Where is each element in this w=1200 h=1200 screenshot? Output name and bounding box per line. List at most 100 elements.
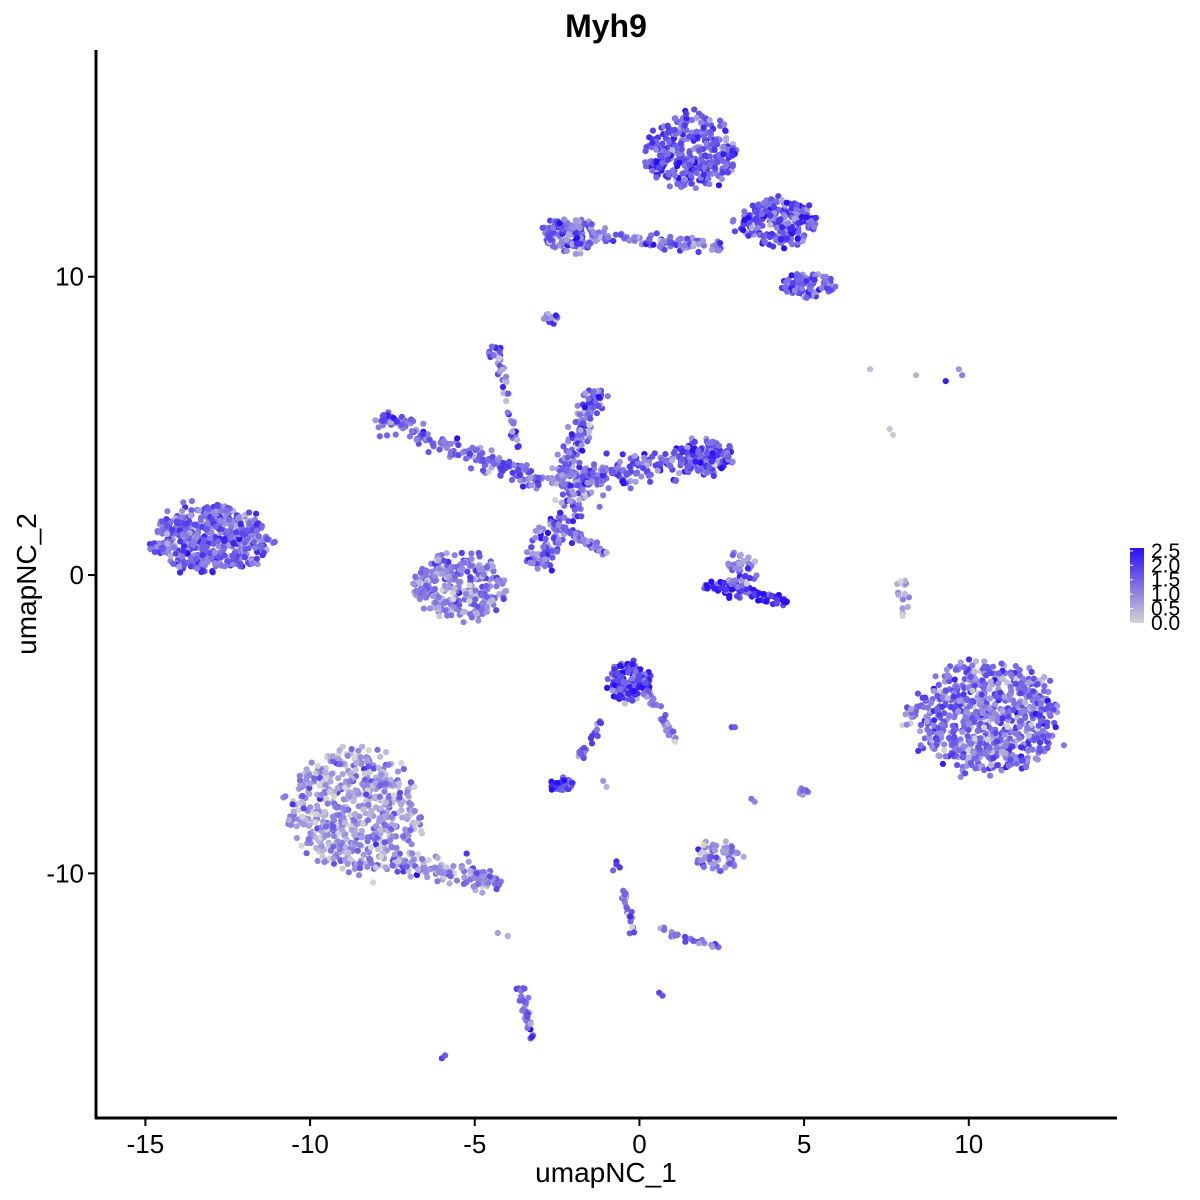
data-point: [568, 470, 575, 477]
data-point: [355, 747, 362, 754]
data-point: [995, 670, 1002, 677]
data-point: [821, 279, 828, 286]
data-point: [347, 770, 354, 778]
data-point: [382, 822, 389, 829]
data-point: [596, 503, 603, 510]
data-point: [504, 409, 511, 416]
data-point: [700, 124, 707, 131]
data-point: [588, 221, 595, 228]
data-point: [188, 498, 195, 505]
data-point: [957, 736, 964, 743]
data-point: [560, 443, 567, 450]
data-point: [217, 517, 224, 524]
data-point: [971, 682, 978, 689]
data-point: [691, 106, 698, 113]
data-point: [592, 238, 599, 245]
data-point: [717, 117, 724, 124]
data-point: [147, 545, 154, 553]
data-point: [398, 801, 405, 808]
data-point: [574, 482, 581, 489]
data-point: [571, 491, 578, 498]
data-point: [627, 913, 634, 920]
data-point: [649, 139, 656, 146]
data-point: [402, 417, 409, 424]
data-point: [450, 596, 457, 603]
data-point: [361, 770, 368, 777]
data-point: [352, 839, 359, 846]
data-point: [1025, 732, 1032, 739]
data-point: [977, 735, 984, 742]
data-point: [228, 523, 235, 530]
data-point: [372, 841, 379, 848]
data-point: [1040, 688, 1048, 695]
data-point: [1012, 663, 1019, 670]
x-tick-label: -5: [463, 1129, 486, 1159]
data-point: [981, 658, 988, 665]
data-point: [744, 565, 752, 572]
data-point: [246, 509, 253, 516]
data-point: [379, 422, 386, 429]
data-point: [490, 352, 497, 359]
data-point: [306, 790, 313, 798]
data-point: [342, 778, 350, 785]
data-point: [163, 522, 170, 529]
data-point: [617, 231, 624, 238]
data-point: [441, 600, 448, 607]
data-point: [753, 572, 760, 579]
data-point: [574, 234, 581, 241]
data-point: [485, 468, 492, 475]
data-point: [505, 390, 512, 397]
data-point: [962, 770, 969, 777]
data-point: [731, 228, 739, 235]
data-point: [327, 778, 334, 785]
data-point: [496, 355, 503, 362]
data-point: [818, 285, 825, 292]
data-point: [616, 662, 624, 669]
data-point: [660, 238, 667, 245]
data-point: [661, 926, 668, 934]
data-point: [717, 868, 724, 875]
legend-tick-label: 1.5: [1151, 569, 1180, 592]
y-tick-label: 10: [55, 262, 84, 292]
data-point: [969, 687, 976, 694]
data-point: [483, 582, 490, 590]
data-point: [618, 673, 625, 680]
data-point: [745, 214, 752, 221]
data-point: [429, 592, 436, 600]
data-point: [344, 752, 351, 760]
data-point: [779, 224, 786, 231]
data-point: [305, 822, 313, 830]
data-point: [579, 447, 586, 454]
data-point: [613, 861, 620, 868]
data-point: [751, 590, 758, 597]
data-point: [478, 607, 485, 614]
data-point: [318, 843, 325, 850]
data-point: [406, 433, 413, 440]
data-point: [1001, 732, 1008, 739]
data-point: [398, 421, 405, 428]
data-point: [413, 436, 420, 443]
data-point: [619, 478, 626, 485]
data-point: [210, 540, 217, 548]
data-point: [289, 801, 296, 808]
data-point: [827, 275, 834, 282]
data-point: [407, 826, 414, 834]
data-point: [740, 226, 747, 234]
data-point: [567, 482, 574, 489]
data-point: [1006, 696, 1013, 703]
data-point: [467, 465, 475, 472]
data-point: [766, 234, 774, 241]
data-point: [627, 485, 634, 492]
data-point: [671, 172, 679, 179]
data-point: [572, 250, 579, 257]
data-point: [630, 929, 638, 936]
data-point: [236, 514, 243, 521]
data-point: [935, 752, 942, 759]
data-point: [561, 777, 568, 784]
data-point: [440, 437, 447, 445]
data-point: [760, 200, 767, 207]
data-point: [387, 836, 394, 844]
data-point: [568, 431, 575, 438]
data-point: [1016, 699, 1023, 706]
data-point: [669, 167, 676, 174]
